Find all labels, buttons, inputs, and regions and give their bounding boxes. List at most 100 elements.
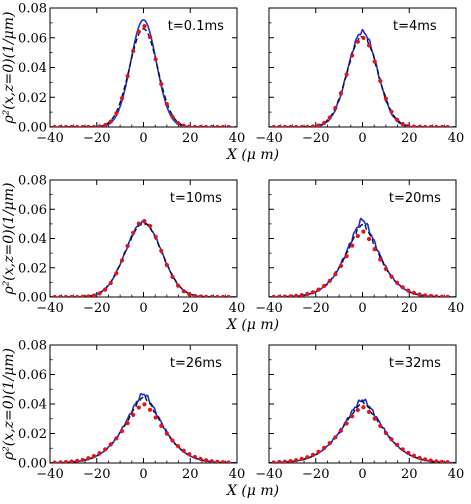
data-point-dots: [434, 294, 439, 297]
data-point-dots: [383, 96, 388, 101]
panel-4: −40 −20 0 20 40 t=20ms: [255, 179, 465, 316]
data-point-dots: [417, 455, 422, 460]
x-tick-label: −20: [83, 467, 110, 482]
data-point-dots: [400, 447, 405, 452]
data-point-dots: [372, 247, 377, 252]
data-point-dots: [170, 114, 175, 119]
data-point-dots: [86, 124, 91, 127]
data-point-dots: [406, 450, 411, 455]
y-tick-label: 0.02: [18, 91, 47, 106]
x-tick-label: 40: [229, 301, 246, 316]
data-point-dots: [338, 428, 344, 433]
data-point-dots: [406, 288, 411, 293]
data-point-dots: [226, 460, 231, 463]
x-tick-label: −20: [83, 301, 110, 316]
data-point-dots: [282, 459, 287, 463]
data-point-dots: [153, 234, 158, 239]
data-point-dots: [316, 287, 321, 292]
data-point-dots: [294, 458, 299, 463]
data-point-dots: [355, 407, 360, 413]
x-axis-title: X (μ m): [226, 483, 279, 499]
data-point-dots: [125, 74, 130, 79]
data-point-dots: [366, 409, 372, 415]
panel-label: t=0.1ms: [168, 19, 224, 34]
data-point-dots: [153, 415, 158, 420]
data-point-dots: [411, 290, 417, 295]
data-point-dots: [52, 460, 57, 463]
data-point-dots: [147, 223, 153, 229]
data-point-dots: [305, 124, 310, 127]
x-tick-label: 40: [448, 467, 465, 482]
data-point-dots: [366, 43, 372, 48]
data-point-dots: [226, 124, 231, 127]
data-point-dots: [198, 456, 203, 461]
data-point-dots: [277, 460, 282, 463]
data-point-dots: [305, 455, 310, 460]
x-tick-label: 0: [139, 131, 147, 146]
data-point-dots: [80, 124, 85, 127]
panel-label: t=26ms: [170, 356, 222, 371]
data-point-dots: [294, 293, 299, 297]
data-point-dots: [372, 59, 377, 64]
data-point-dots: [198, 124, 203, 127]
data-point-dots: [91, 454, 97, 459]
data-point-dots: [310, 290, 316, 295]
data-point-dots: [114, 436, 119, 441]
data-point-dots: [288, 124, 293, 127]
data-point-dots: [355, 39, 360, 44]
data-point-dots: [366, 236, 372, 242]
data-point-dots: [271, 124, 276, 127]
data-point-dots: [383, 430, 388, 436]
data-point-dots: [226, 294, 231, 297]
x-tick-label: −40: [36, 467, 63, 482]
y-tick-label: 0.08: [18, 174, 47, 189]
data-point-dots: [187, 452, 192, 457]
x-axis-titles: X (μ m) X (μ m) X (μ m): [226, 147, 279, 499]
data-point-dots: [136, 29, 141, 34]
y-axis-title: ρ²(x,z=0)(1/μm): [1, 348, 17, 461]
data-point-dots: [333, 435, 338, 440]
data-point-dots: [119, 258, 125, 263]
data-point-dots: [125, 420, 130, 426]
series-line-dashed: [50, 28, 237, 127]
y-tick-label: 0.08: [18, 2, 47, 17]
data-point-dots: [204, 294, 209, 297]
data-point-dots: [316, 123, 321, 127]
data-point-dots: [417, 124, 422, 127]
data-point-dots: [142, 218, 147, 224]
data-point-dots: [355, 233, 360, 239]
data-point-dots: [103, 287, 108, 292]
data-point-dots: [164, 431, 169, 436]
data-point-dots: [338, 263, 344, 269]
data-point-dots: [445, 124, 450, 127]
x-tick-label: 20: [401, 301, 418, 316]
data-point-dots: [198, 294, 203, 297]
series-line-dashed: [269, 35, 456, 127]
data-point-dots: [322, 283, 327, 289]
data-point-dots: [63, 460, 68, 463]
data-point-dots: [428, 124, 433, 127]
data-point-dots: [114, 111, 119, 116]
x-tick-label: 0: [358, 301, 366, 316]
x-tick-label: −20: [302, 301, 329, 316]
data-point-dots: [428, 458, 433, 463]
x-tick-label: −40: [36, 131, 63, 146]
x-tick-label: 40: [448, 301, 465, 316]
data-point-dots: [361, 229, 366, 234]
data-point-dots: [209, 124, 214, 127]
data-point-dots: [400, 121, 405, 127]
data-point-dots: [80, 457, 85, 462]
data-point-dots: [159, 82, 164, 87]
data-point-dots: [204, 458, 209, 463]
data-point-dots: [164, 102, 169, 107]
panel-label: t=10ms: [170, 191, 222, 206]
data-point-dots: [439, 294, 445, 297]
y-tick-label: 0.00: [18, 121, 47, 136]
data-point-dots: [69, 124, 74, 127]
y-tick-label: 0.08: [18, 339, 47, 354]
data-point-dots: [86, 294, 91, 297]
data-point-dots: [58, 124, 63, 127]
data-point-dots: [288, 294, 293, 297]
data-point-dots: [271, 460, 276, 463]
data-point-dots: [159, 248, 164, 253]
